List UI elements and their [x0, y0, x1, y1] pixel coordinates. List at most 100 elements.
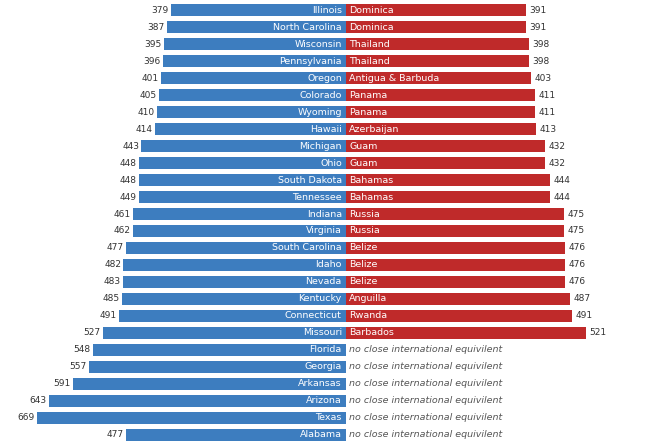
Text: Alabama: Alabama: [300, 430, 342, 439]
Bar: [345, 174, 550, 186]
Text: 548: 548: [73, 345, 91, 354]
Bar: [37, 412, 345, 424]
Bar: [345, 310, 572, 322]
Bar: [345, 106, 535, 118]
Text: Russia: Russia: [349, 210, 380, 218]
Text: Barbados: Barbados: [349, 328, 394, 337]
Text: Guam: Guam: [349, 158, 377, 168]
Text: 396: 396: [144, 57, 161, 66]
Text: 444: 444: [554, 193, 570, 202]
Text: 448: 448: [120, 158, 137, 168]
Text: Belize: Belize: [349, 243, 377, 252]
Bar: [345, 293, 570, 305]
Text: Azerbaijan: Azerbaijan: [349, 125, 399, 134]
Text: no close international equivilent: no close international equivilent: [349, 430, 502, 439]
Text: Belize: Belize: [349, 260, 377, 270]
Text: 487: 487: [574, 295, 591, 303]
Text: Guam: Guam: [349, 142, 377, 150]
Text: Tennessee: Tennessee: [292, 193, 342, 202]
Bar: [142, 140, 345, 152]
Bar: [103, 327, 345, 339]
Text: 669: 669: [18, 413, 35, 422]
Bar: [345, 242, 565, 254]
Text: Russia: Russia: [349, 227, 380, 235]
Bar: [345, 208, 564, 220]
Bar: [123, 276, 345, 288]
Bar: [159, 89, 345, 101]
Bar: [167, 21, 345, 33]
Text: Arizona: Arizona: [306, 396, 342, 405]
Text: 591: 591: [53, 379, 71, 388]
Bar: [345, 89, 535, 101]
Bar: [171, 4, 345, 16]
Bar: [89, 361, 345, 373]
Text: 491: 491: [575, 312, 593, 320]
Bar: [345, 140, 544, 152]
Text: 411: 411: [538, 91, 556, 100]
Text: Idaho: Idaho: [315, 260, 342, 270]
Text: 462: 462: [114, 227, 130, 235]
Text: 475: 475: [568, 210, 585, 218]
Text: 477: 477: [106, 430, 124, 439]
Text: Panama: Panama: [349, 108, 387, 117]
Text: 405: 405: [140, 91, 156, 100]
Bar: [163, 55, 345, 67]
Bar: [120, 310, 345, 322]
Text: Indiana: Indiana: [307, 210, 342, 218]
Bar: [126, 429, 345, 441]
Text: 398: 398: [532, 57, 550, 66]
Text: 432: 432: [548, 142, 565, 150]
Text: Thailand: Thailand: [349, 40, 390, 49]
Text: Ohio: Ohio: [320, 158, 342, 168]
Text: 476: 476: [568, 260, 586, 270]
Text: 391: 391: [529, 6, 546, 15]
Text: Missouri: Missouri: [303, 328, 342, 337]
Text: no close international equivilent: no close international equivilent: [349, 345, 502, 354]
Text: 395: 395: [144, 40, 161, 49]
Text: 521: 521: [589, 328, 607, 337]
Text: Hawaii: Hawaii: [310, 125, 342, 134]
Text: 476: 476: [568, 243, 586, 252]
Bar: [345, 191, 550, 203]
Text: 413: 413: [540, 125, 556, 134]
Text: North Carolina: North Carolina: [273, 23, 342, 32]
Text: Belize: Belize: [349, 277, 377, 287]
Bar: [345, 157, 544, 169]
Bar: [164, 38, 345, 50]
Text: South Dakota: South Dakota: [278, 175, 342, 185]
Text: 411: 411: [538, 108, 556, 117]
Text: Dominica: Dominica: [349, 23, 394, 32]
Text: 387: 387: [148, 23, 165, 32]
Bar: [133, 225, 345, 237]
Text: 379: 379: [152, 6, 168, 15]
Text: Colorado: Colorado: [299, 91, 342, 100]
Text: Texas: Texas: [315, 413, 342, 422]
Text: Connecticut: Connecticut: [285, 312, 342, 320]
Text: 398: 398: [532, 40, 550, 49]
Bar: [156, 106, 345, 118]
Text: Michigan: Michigan: [299, 142, 342, 150]
Text: Pennsylvania: Pennsylvania: [279, 57, 342, 66]
Bar: [345, 21, 526, 33]
Bar: [345, 276, 565, 288]
Text: Oregon: Oregon: [307, 73, 342, 83]
Text: Virginia: Virginia: [306, 227, 342, 235]
Bar: [345, 225, 564, 237]
Text: Illinois: Illinois: [312, 6, 342, 15]
Bar: [345, 4, 526, 16]
Text: 476: 476: [568, 277, 586, 287]
Text: Georgia: Georgia: [305, 362, 342, 372]
Text: 432: 432: [548, 158, 565, 168]
Bar: [133, 208, 345, 220]
Text: Antigua & Barbuda: Antigua & Barbuda: [349, 73, 440, 83]
Bar: [122, 293, 345, 305]
Text: Thailand: Thailand: [349, 57, 390, 66]
Text: Nevada: Nevada: [305, 277, 342, 287]
Bar: [139, 157, 345, 169]
Bar: [345, 38, 529, 50]
Text: 485: 485: [103, 295, 120, 303]
Text: Bahamas: Bahamas: [349, 175, 393, 185]
Text: 491: 491: [100, 312, 117, 320]
Text: no close international equivilent: no close international equivilent: [349, 379, 502, 388]
Text: Dominica: Dominica: [349, 6, 394, 15]
